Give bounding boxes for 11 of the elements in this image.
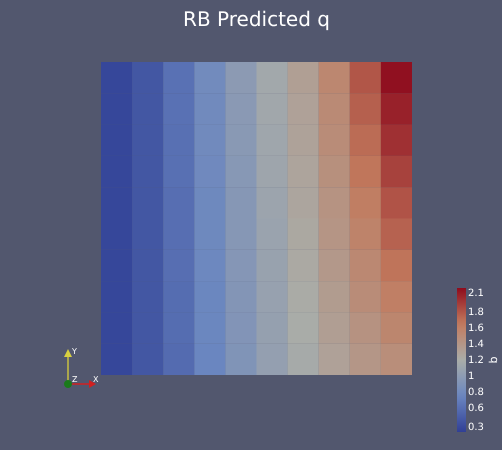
chart-title: RB Predicted q xyxy=(183,7,330,31)
color-bar-title: q xyxy=(488,356,501,364)
color-bar-label: 1 xyxy=(468,371,474,382)
color-bar-label: 0.6 xyxy=(468,403,484,414)
color-bar-label: 1.6 xyxy=(468,323,484,334)
color-bar-label: 0.8 xyxy=(468,387,484,398)
color-bar-label: 1.4 xyxy=(468,339,484,350)
color-bar-label: 0.3 xyxy=(468,422,484,433)
color-bar-label: 1.8 xyxy=(468,307,484,318)
color-bar-label: 1.2 xyxy=(468,355,484,366)
color-bar-label: 2.1 xyxy=(468,288,484,299)
